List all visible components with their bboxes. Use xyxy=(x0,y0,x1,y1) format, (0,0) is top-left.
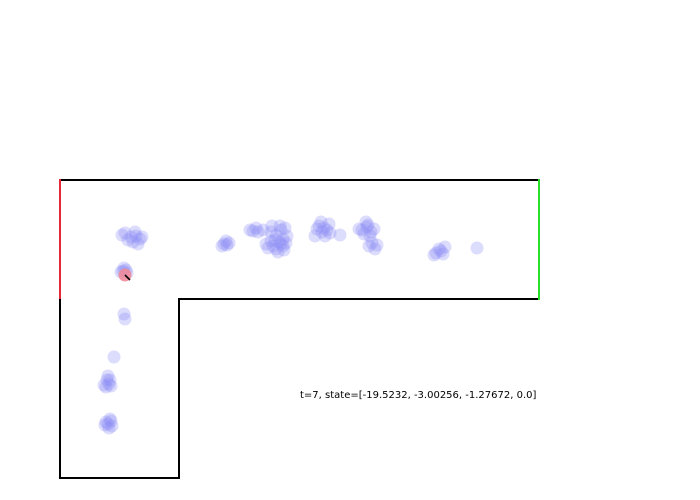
particle xyxy=(121,233,135,247)
particle xyxy=(133,232,147,246)
particle xyxy=(470,241,484,255)
particle-cloud xyxy=(97,215,484,435)
particle xyxy=(101,369,115,383)
particle xyxy=(360,220,374,234)
l-corridor-wall xyxy=(59,297,540,479)
particle xyxy=(361,218,375,232)
particle xyxy=(272,235,286,249)
particle xyxy=(124,230,138,244)
particle xyxy=(280,229,294,243)
particle xyxy=(246,224,260,238)
particle xyxy=(432,242,446,256)
particle xyxy=(99,415,113,429)
particle xyxy=(222,236,236,250)
particle xyxy=(367,222,381,236)
particle xyxy=(362,239,376,253)
particle xyxy=(215,239,229,253)
particle xyxy=(243,223,257,237)
particle xyxy=(368,242,382,256)
particle xyxy=(131,237,145,251)
particle xyxy=(364,225,378,239)
particle xyxy=(427,248,441,262)
particle xyxy=(322,217,336,231)
particle xyxy=(105,419,119,433)
particle xyxy=(220,238,234,252)
particle xyxy=(363,229,377,243)
particle xyxy=(315,225,329,239)
particle xyxy=(118,226,132,240)
particle xyxy=(259,237,273,251)
maze-walls xyxy=(59,179,540,479)
particle xyxy=(129,229,143,243)
particle xyxy=(352,222,366,236)
particle xyxy=(317,221,331,235)
particle xyxy=(314,215,328,229)
particle xyxy=(429,246,443,260)
particle xyxy=(98,418,112,432)
particle xyxy=(436,247,450,261)
particle xyxy=(365,236,379,250)
particle xyxy=(135,230,149,244)
particle xyxy=(276,232,290,246)
particle xyxy=(438,240,452,254)
particle xyxy=(320,223,334,237)
particle xyxy=(256,223,270,237)
particle xyxy=(312,219,326,233)
particle xyxy=(128,225,142,239)
particle xyxy=(103,412,117,426)
particle xyxy=(126,235,140,249)
particle xyxy=(323,226,337,240)
particle xyxy=(118,312,132,326)
particle xyxy=(102,377,116,391)
particle xyxy=(265,219,279,233)
particle xyxy=(276,239,290,253)
particle xyxy=(279,236,293,250)
particle xyxy=(217,237,231,251)
particle xyxy=(266,239,280,253)
particle xyxy=(271,245,285,259)
particle xyxy=(99,380,113,394)
particle xyxy=(357,227,371,241)
particle xyxy=(102,421,116,435)
particle xyxy=(264,225,278,239)
agent-marker xyxy=(118,268,132,282)
particle xyxy=(261,241,275,255)
particle xyxy=(434,244,448,258)
particle xyxy=(219,234,233,248)
particle xyxy=(100,373,114,387)
particle xyxy=(269,228,283,242)
particle xyxy=(101,417,115,431)
particle xyxy=(333,228,347,242)
particle xyxy=(117,307,131,321)
particle xyxy=(273,219,287,233)
particle xyxy=(264,234,278,248)
particle xyxy=(115,228,129,242)
particle xyxy=(269,242,283,256)
particle xyxy=(268,233,282,247)
particle xyxy=(274,237,288,251)
particle xyxy=(97,378,111,392)
particle xyxy=(308,229,322,243)
particle xyxy=(310,222,324,236)
particle xyxy=(249,221,263,235)
particle xyxy=(107,350,121,364)
state-readout: t=7, state=[-19.5232, -3.00256, -1.27672… xyxy=(300,390,537,401)
particle xyxy=(251,225,265,239)
particle xyxy=(359,215,373,229)
particle xyxy=(370,238,384,252)
particle xyxy=(355,223,369,237)
particle xyxy=(103,373,117,387)
particle xyxy=(104,379,118,393)
particle xyxy=(277,243,291,257)
particle xyxy=(274,223,288,237)
agent-heading-arrow xyxy=(124,274,131,281)
particle xyxy=(318,229,332,243)
particle xyxy=(104,414,118,428)
particle xyxy=(278,221,292,235)
